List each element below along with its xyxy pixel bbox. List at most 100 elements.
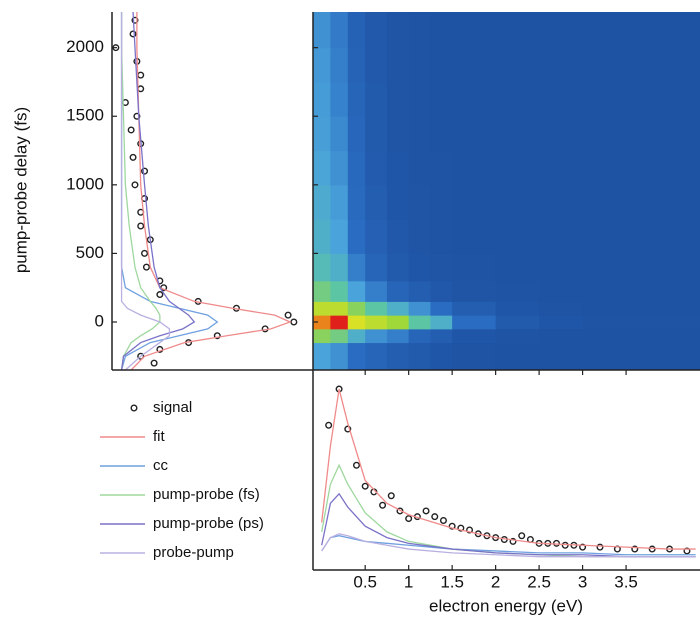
- heatmap-cell: [347, 12, 366, 49]
- legend-label: fit: [153, 428, 166, 445]
- heatmap-cell: [330, 342, 349, 371]
- heatmap-cell: [539, 150, 584, 186]
- heatmap-cell: [495, 301, 540, 316]
- data-point: [648, 545, 656, 553]
- heatmap-cell: [452, 116, 497, 152]
- heatmap-cell: [330, 280, 349, 302]
- heatmap-cell: [386, 315, 410, 330]
- heatmap-cell: [386, 150, 410, 186]
- data-point: [325, 421, 333, 429]
- heatmap: [313, 12, 700, 371]
- heatmap-cell: [365, 280, 388, 302]
- heatmap-cell: [626, 315, 700, 330]
- heatmap-cell: [495, 253, 540, 282]
- heatmap-cell: [582, 280, 627, 302]
- heatmap-cell: [539, 116, 584, 152]
- heatmap-cell: [330, 184, 349, 220]
- panel-background: [313, 370, 700, 570]
- heatmap-cell: [347, 253, 366, 282]
- heatmap-cell: [539, 315, 584, 330]
- heatmap-cell: [582, 12, 627, 49]
- heatmap-cell: [582, 301, 627, 316]
- heatmap-cell: [582, 328, 627, 344]
- heatmap-cell: [452, 219, 497, 254]
- heatmap-cell: [365, 219, 388, 254]
- heatmap-cell: [582, 47, 627, 83]
- heatmap-cell: [626, 328, 700, 344]
- heatmap-cell: [495, 315, 540, 330]
- heatmap-cell: [386, 12, 410, 49]
- x-tick-label: 0.5: [353, 572, 377, 591]
- heatmap-cell: [365, 328, 388, 344]
- y-tick-label: 2000: [66, 37, 104, 56]
- heatmap-cell: [452, 47, 497, 83]
- heatmap-cell: [313, 219, 331, 254]
- fit-curve: [321, 535, 696, 556]
- data-point: [127, 126, 135, 134]
- heatmap-cell: [330, 81, 349, 117]
- heatmap-cell: [408, 342, 431, 371]
- heatmap-cell: [347, 219, 366, 254]
- heatmap-cell: [347, 301, 366, 316]
- heatmap-cell: [313, 342, 331, 371]
- heatmap-cell: [495, 342, 540, 371]
- heatmap-cell: [347, 150, 366, 186]
- legend-label: pump-probe (fs): [153, 486, 260, 503]
- heatmap-cell: [495, 47, 540, 83]
- heatmap-cell: [626, 47, 700, 83]
- data-point: [379, 501, 387, 509]
- data-point: [156, 291, 164, 299]
- heatmap-cell: [313, 301, 331, 316]
- data-point: [431, 513, 439, 521]
- y-tick-label: 500: [76, 243, 104, 262]
- heatmap-cell: [365, 184, 388, 220]
- heatmap-cell: [430, 342, 453, 371]
- heatmap-cell: [626, 81, 700, 117]
- heatmap-cell: [495, 280, 540, 302]
- heatmap-cell: [495, 12, 540, 49]
- heatmap-cell: [408, 47, 431, 83]
- heatmap-cell: [626, 12, 700, 49]
- heatmap-cell: [330, 116, 349, 152]
- data-point: [137, 222, 145, 230]
- data-point: [422, 507, 430, 515]
- y-tick-label: 1000: [66, 174, 104, 193]
- heatmap-cell: [408, 253, 431, 282]
- heatmap-cell: [408, 219, 431, 254]
- heatmap-cell: [626, 219, 700, 254]
- legend-marker: [130, 404, 138, 412]
- legend-label: cc: [153, 457, 169, 474]
- heatmap-cell: [365, 342, 388, 371]
- heatmap-cell: [626, 150, 700, 186]
- y-axis-label: pump-probe delay (fs): [11, 107, 30, 273]
- heatmap-cell: [582, 315, 627, 330]
- data-point: [142, 263, 150, 271]
- heatmap-cell: [582, 116, 627, 152]
- heatmap-cell: [539, 219, 584, 254]
- heatmap-cell: [452, 315, 497, 330]
- heatmap-cell: [582, 342, 627, 371]
- heatmap-cell: [313, 47, 331, 83]
- heatmap-cell: [330, 150, 349, 186]
- data-point: [150, 359, 158, 367]
- heatmap-cell: [495, 219, 540, 254]
- fit-curve: [120, 12, 171, 371]
- x-tick-label: 1.5: [440, 572, 464, 591]
- heatmap-cell: [386, 219, 410, 254]
- heatmap-cell: [408, 184, 431, 220]
- heatmap-cell: [408, 301, 431, 316]
- data-point: [596, 543, 604, 551]
- heatmap-cell: [539, 253, 584, 282]
- heatmap-cell: [386, 301, 410, 316]
- heatmap-cell: [626, 184, 700, 220]
- heatmap-cell: [313, 328, 331, 344]
- heatmap-cell: [495, 328, 540, 344]
- heatmap-cell: [430, 301, 453, 316]
- heatmap-cell: [452, 81, 497, 117]
- data-point: [439, 516, 447, 524]
- heatmap-cell: [347, 280, 366, 302]
- heatmap-cell: [365, 47, 388, 83]
- heatmap-cell: [313, 315, 331, 330]
- fit-curve: [321, 533, 696, 558]
- heatmap-cell: [495, 81, 540, 117]
